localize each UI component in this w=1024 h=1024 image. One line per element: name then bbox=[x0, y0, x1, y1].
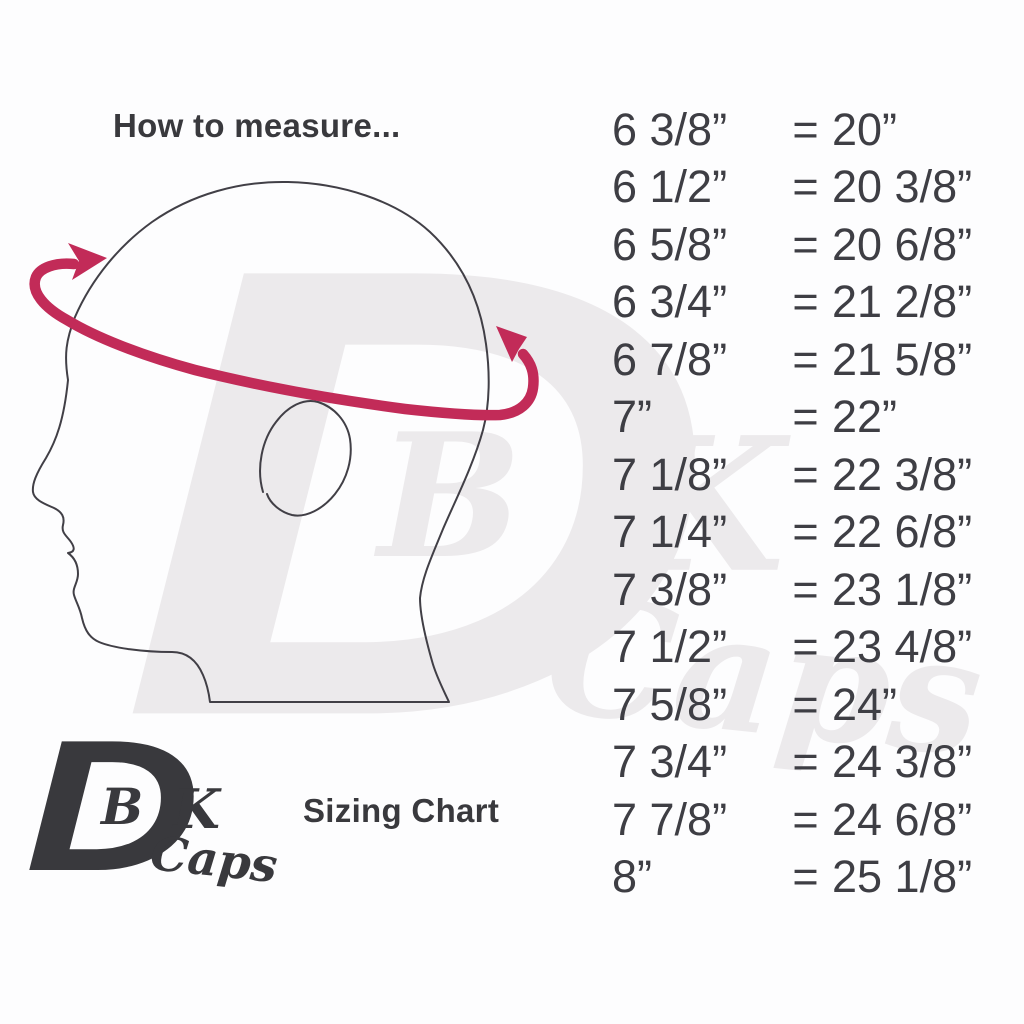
table-row: 6 3/4” = 21 2/8” bbox=[612, 274, 972, 332]
equals-sign: = bbox=[792, 736, 819, 788]
equals-sign: = bbox=[792, 851, 819, 903]
head-circumference: 22” bbox=[832, 391, 898, 443]
head-circumference: 24 6/8” bbox=[832, 793, 973, 845]
table-row: 7 3/4” = 24 3/8” bbox=[612, 734, 972, 792]
hat-size: 7 1/8” bbox=[612, 448, 728, 500]
hat-size: 7 7/8” bbox=[612, 793, 728, 845]
ear-outline bbox=[259, 400, 352, 517]
head-circumference: 20” bbox=[832, 103, 898, 155]
arrowhead-right-icon bbox=[496, 326, 527, 362]
size-conversion-table: 6 3/8” = 20” 6 1/2” = 20 3/8” 6 5/8” = 2… bbox=[612, 101, 972, 906]
hat-size: 6 1/2” bbox=[612, 161, 728, 213]
hat-size: 6 3/8” bbox=[612, 103, 728, 155]
table-row: 7 1/8” = 22 3/8” bbox=[612, 446, 972, 504]
equals-sign: = bbox=[792, 506, 819, 558]
measuring-tape-arrow bbox=[29, 243, 539, 421]
equals-sign: = bbox=[792, 563, 819, 615]
table-row: 6 3/8” = 20” bbox=[612, 101, 972, 159]
hat-size: 6 5/8” bbox=[612, 218, 728, 270]
hat-size: 7” bbox=[612, 391, 653, 443]
hat-size: 7 1/2” bbox=[612, 621, 728, 673]
head-circumference: 20 6/8” bbox=[832, 218, 973, 270]
arrowhead-left-icon bbox=[68, 243, 107, 280]
table-row: 6 7/8” = 21 5/8” bbox=[612, 331, 972, 389]
equals-sign: = bbox=[792, 621, 819, 673]
head-circumference: 24” bbox=[832, 678, 898, 730]
hat-size: 6 3/4” bbox=[612, 276, 728, 328]
head-profile-outline bbox=[31, 180, 490, 703]
table-row: 7 5/8” = 24” bbox=[612, 676, 972, 734]
head-circumference: 23 1/8” bbox=[832, 563, 973, 615]
table-row: 6 1/2” = 20 3/8” bbox=[612, 159, 972, 217]
head-circumference: 24 3/8” bbox=[832, 736, 973, 788]
table-row: 7 3/8” = 23 1/8” bbox=[612, 561, 972, 619]
head-circumference: 22 6/8” bbox=[832, 506, 973, 558]
table-row: 7” = 22” bbox=[612, 389, 972, 447]
table-row: 8” = 25 1/8” bbox=[612, 849, 972, 907]
hat-size: 6 7/8” bbox=[612, 333, 728, 385]
equals-sign: = bbox=[792, 161, 819, 213]
table-row: 7 1/2” = 23 4/8” bbox=[612, 619, 972, 677]
hat-size: 7 1/4” bbox=[612, 506, 728, 558]
equals-sign: = bbox=[792, 333, 819, 385]
head-circumference: 20 3/8” bbox=[832, 161, 973, 213]
hat-size: 7 5/8” bbox=[612, 678, 728, 730]
equals-sign: = bbox=[792, 276, 819, 328]
equals-sign: = bbox=[792, 678, 819, 730]
tape-band bbox=[29, 258, 539, 421]
equals-sign: = bbox=[792, 448, 819, 500]
head-circumference: 25 1/8” bbox=[832, 851, 973, 903]
equals-sign: = bbox=[792, 218, 819, 270]
head-circumference: 23 4/8” bbox=[832, 621, 973, 673]
table-row: 6 5/8” = 20 6/8” bbox=[612, 216, 972, 274]
equals-sign: = bbox=[792, 391, 819, 443]
head-circumference: 21 2/8” bbox=[832, 276, 973, 328]
equals-sign: = bbox=[792, 103, 819, 155]
equals-sign: = bbox=[792, 793, 819, 845]
how-to-measure-title: How to measure... bbox=[113, 107, 401, 144]
table-row: 7 7/8” = 24 6/8” bbox=[612, 791, 972, 849]
hat-size: 7 3/8” bbox=[612, 563, 728, 615]
head-circumference: 22 3/8” bbox=[832, 448, 973, 500]
sizing-chart-label: Sizing Chart bbox=[303, 792, 500, 829]
hat-size: 7 3/4” bbox=[612, 736, 728, 788]
table-row: 7 1/4” = 22 6/8” bbox=[612, 504, 972, 562]
head-circumference: 21 5/8” bbox=[832, 333, 973, 385]
hat-size: 8” bbox=[612, 851, 653, 903]
